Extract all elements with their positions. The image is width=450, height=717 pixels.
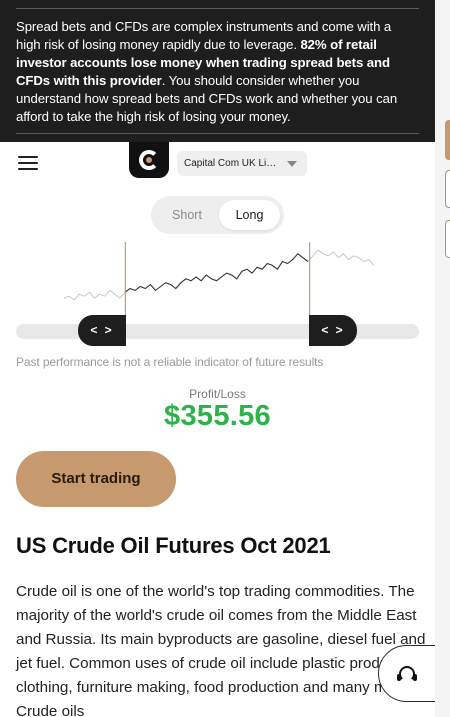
support-button[interactable] xyxy=(378,645,435,702)
risk-divider-top xyxy=(16,8,419,9)
headset-support-icon xyxy=(397,665,417,682)
entity-selector[interactable]: Capital Com UK Limited xyxy=(177,151,307,176)
performance-disclaimer: Past performance is not a reliable indic… xyxy=(16,355,324,369)
price-chart-svg xyxy=(16,242,419,339)
description-text: Crude oil is one of the world's top trad… xyxy=(16,583,426,717)
side-tab-2[interactable] xyxy=(445,170,450,208)
range-handle-right[interactable]: < > xyxy=(309,315,357,346)
side-tab-1[interactable] xyxy=(445,120,450,160)
direction-toggle: Short Long xyxy=(151,196,284,234)
entity-selector-label: Capital Com UK Limited xyxy=(184,158,284,169)
risk-text-outro: . You should consider whether you unders… xyxy=(16,73,398,124)
risk-warning-banner: Spread bets and CFDs are complex instrum… xyxy=(0,0,435,142)
price-line-faded-right xyxy=(307,249,375,266)
range-selected xyxy=(124,324,311,339)
risk-text-bold: 82% of retail investor accounts lose mon… xyxy=(16,37,390,88)
profit-loss-label: Profit/Loss xyxy=(189,387,246,401)
page-title: US Crude Oil Futures Oct 2021 xyxy=(16,533,331,558)
page: Spread bets and CFDs are complex instrum… xyxy=(0,0,435,717)
price-line-faded-left xyxy=(63,289,126,301)
price-chart xyxy=(16,242,419,348)
caret-down-icon xyxy=(287,161,297,167)
range-handle-left[interactable]: < > xyxy=(78,315,126,346)
site-header: Capital Com UK Limited xyxy=(0,142,435,182)
toggle-short[interactable]: Short xyxy=(172,208,202,222)
chevrons-left-right-icon: < > xyxy=(90,323,114,337)
risk-divider-bottom xyxy=(16,133,419,134)
start-trading-button[interactable]: Start trading xyxy=(16,451,176,507)
hamburger-menu-icon[interactable] xyxy=(18,156,38,170)
toggle-long[interactable]: Long xyxy=(219,200,280,230)
chevrons-left-right-icon: < > xyxy=(321,323,345,337)
side-panel-edge xyxy=(435,0,450,717)
risk-text-intro: Spread bets and CFDs are complex instrum… xyxy=(16,19,392,52)
profit-loss-value: $355.56 xyxy=(164,400,271,432)
risk-warning-text: Spread bets and CFDs are complex instrum… xyxy=(16,18,419,126)
side-tab-3[interactable] xyxy=(445,220,450,258)
capital-com-logo-icon[interactable] xyxy=(129,142,169,178)
price-line-active xyxy=(124,253,309,293)
